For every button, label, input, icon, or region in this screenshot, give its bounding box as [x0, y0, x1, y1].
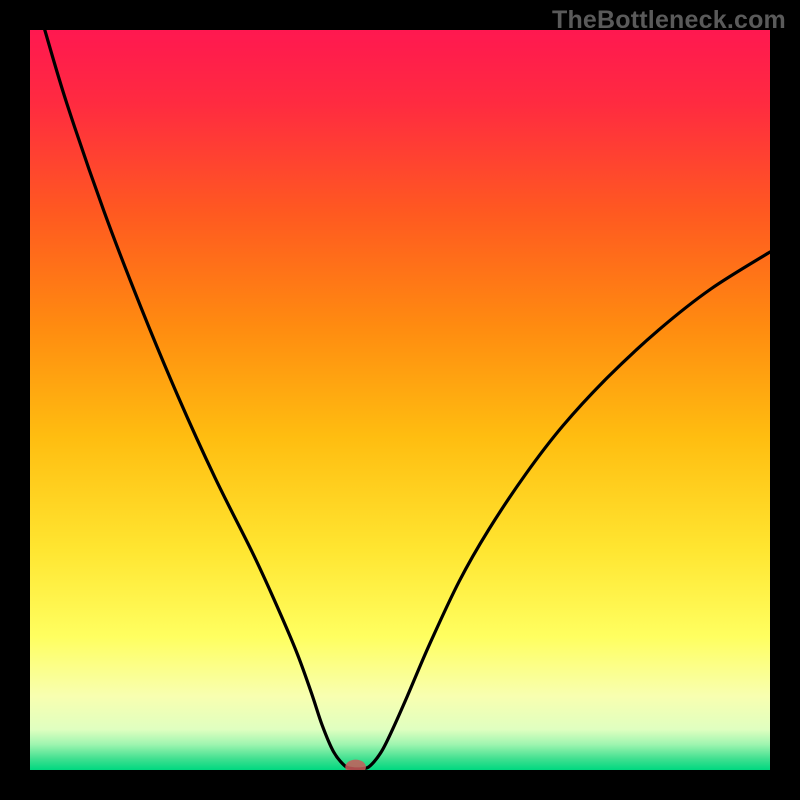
watermark-text: TheBottleneck.com [552, 6, 786, 35]
gradient-background [30, 30, 770, 770]
plot-area [30, 30, 770, 770]
plot-svg [30, 30, 770, 770]
